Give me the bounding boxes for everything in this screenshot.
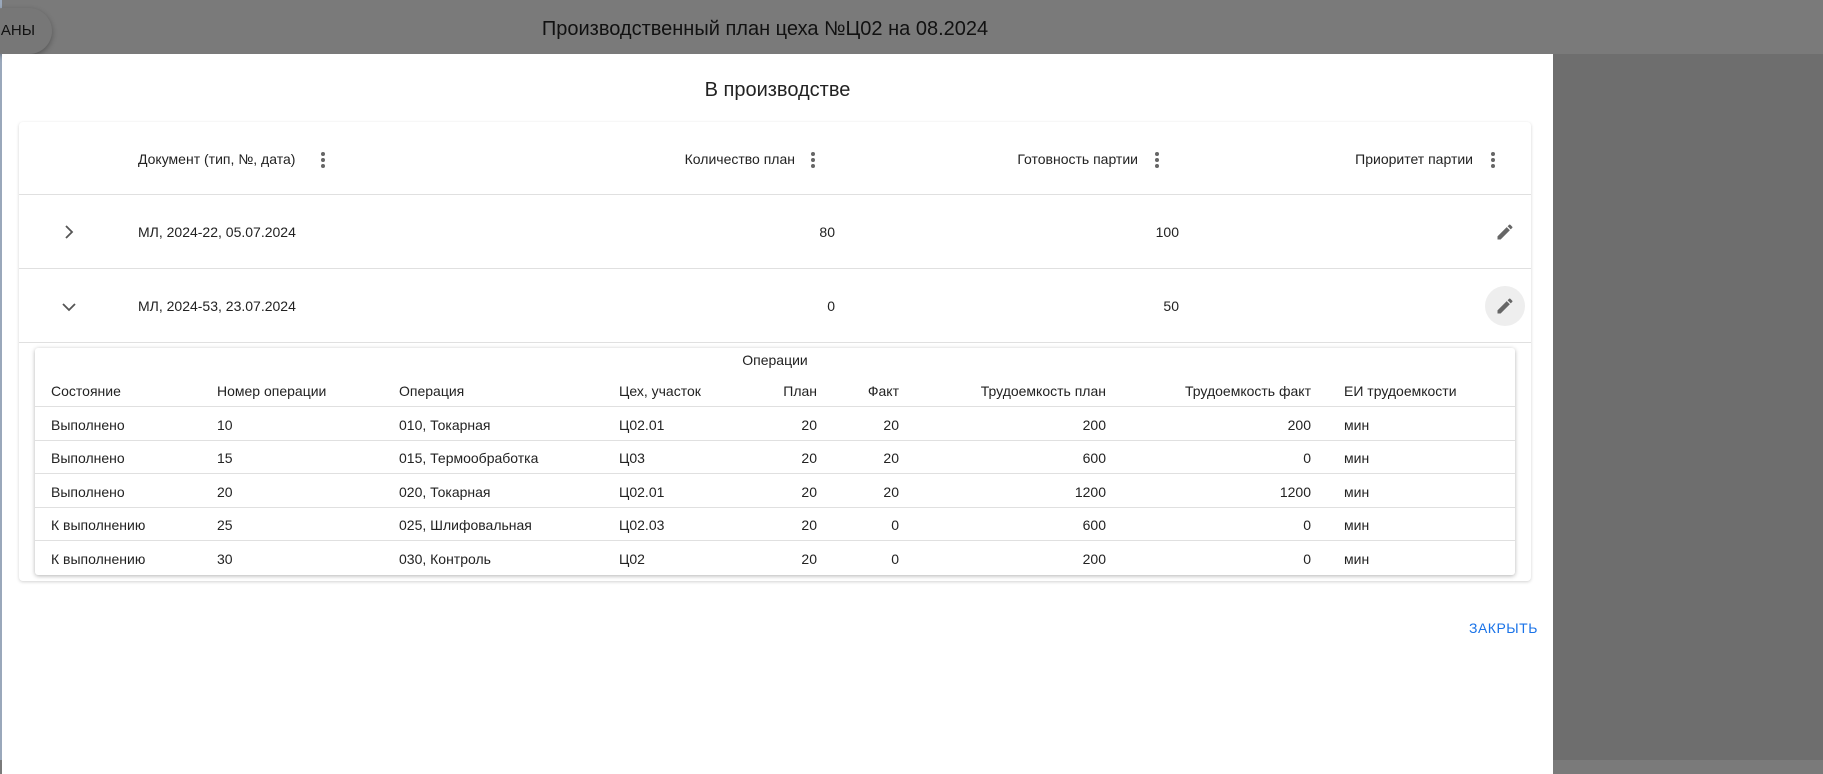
operations-cell: 200 [1082, 417, 1106, 433]
operations-cell: Ц02.01 [619, 417, 665, 433]
column-menu-icon[interactable] [811, 152, 815, 170]
operations-cell: мин [1344, 517, 1370, 534]
row-qty: 0 [827, 298, 835, 314]
operations-row: Выполнено 20 020, Токарная Ц02.01 20 20 1200 12… [35, 475, 1515, 508]
row-qty: 80 [819, 224, 835, 240]
operations-cell: 20 [801, 550, 817, 567]
operations-cell: 600 [1082, 450, 1106, 467]
operations-cell: 010, Токарная [399, 417, 491, 433]
operations-cell: 1200 [1074, 483, 1106, 500]
operations-cell: Ц02.01 [619, 483, 665, 500]
operations-cell: 20 [883, 417, 899, 433]
production-table: Документ (тип, №, дата) Количество план … [19, 122, 1531, 581]
row-ready: 50 [1163, 298, 1179, 314]
modal-backdrop [1553, 54, 1823, 760]
row-ready: 100 [1155, 224, 1179, 240]
window-edge [0, 0, 2, 760]
edit-button[interactable] [1485, 212, 1525, 252]
operations-cell: мин [1344, 550, 1370, 567]
column-menu-icon[interactable] [321, 152, 325, 170]
operations-row: К выполнению 25 025, Шлифовальная Ц02.03 20 0… [35, 508, 1515, 542]
row-document: МЛ, 2024-22, 05.07.2024 [138, 224, 296, 240]
operations-cell: 200 [1287, 417, 1311, 433]
table-header: Документ (тип, №, дата) Количество план … [19, 122, 1531, 195]
operations-cell: 25 [217, 517, 233, 534]
chevron-down-icon[interactable] [62, 301, 76, 313]
operations-cell: Выполнено [51, 450, 125, 467]
operations-cell: 20 [883, 450, 899, 467]
operations-cell: 10 [217, 417, 233, 433]
operations-cell: 030, Контроль [399, 550, 491, 567]
table-row: МЛ, 2024-22, 05.07.2024 80 100 [19, 195, 1531, 269]
header-priority[interactable]: Приоритет партии [1355, 151, 1473, 167]
operations-header-cell: ЕИ трудоемкости [1344, 383, 1457, 399]
operations-cell: 200 [1082, 550, 1106, 567]
operations-cell: 600 [1082, 517, 1106, 534]
operations-cell: 20 [883, 483, 899, 500]
operations-header-cell: Трудоемкость план [980, 383, 1106, 399]
operations-header-cell: Факт [867, 383, 899, 399]
background-page-title: Производственный план цеха №Ц02 на 08.20… [541, 18, 989, 40]
operations-header-cell: Состояние [51, 383, 121, 399]
operations-cell: 20 [801, 517, 817, 534]
header-readiness[interactable]: Готовность партии [1017, 151, 1138, 167]
operations-cell: Ц02 [619, 550, 645, 567]
operations-cell: мин [1344, 483, 1370, 500]
close-button[interactable]: ЗАКРЫТЬ [1469, 620, 1538, 636]
pencil-icon [1497, 298, 1513, 314]
operations-cell: 20 [801, 450, 817, 467]
operations-title: Операции [742, 352, 808, 368]
operations-header-cell: Операция [399, 383, 465, 399]
operations-cell: 20 [217, 483, 233, 500]
operations-header-row: Состояние Номер операции Операция Цех, учас… [35, 374, 1515, 407]
operations-cell: Ц02.03 [619, 517, 665, 534]
dialog-title: В производстве [704, 79, 851, 101]
operations-cell: 025, Шлифовальная [399, 517, 532, 534]
operations-cell: 0 [891, 550, 899, 567]
operations-header-cell: План [783, 383, 817, 399]
operations-cell: Выполнено [51, 417, 125, 433]
operations-cell: Выполнено [51, 483, 125, 500]
header-document[interactable]: Документ (тип, №, дата) [138, 151, 296, 167]
pencil-icon [1497, 224, 1513, 240]
operations-cell: 0 [1303, 450, 1311, 467]
operations-cell: 015, Термообработка [399, 450, 539, 467]
operations-row: Выполнено 15 015, Термообработка Ц03 20 20 600… [35, 441, 1515, 475]
operations-cell: К выполнению [51, 517, 146, 534]
operations-cell: мин [1344, 450, 1370, 467]
operations-cell: 20 [801, 417, 817, 433]
operations-cell: 30 [217, 550, 233, 567]
column-menu-icon[interactable] [1491, 152, 1495, 170]
operations-cell: мин [1344, 417, 1370, 433]
in-production-dialog: В производстве Документ (тип, №, дата) К… [2, 54, 1553, 774]
operations-cell: 0 [891, 517, 899, 534]
operations-cell: 1200 [1279, 483, 1311, 500]
operations-header-cell: Номер операции [217, 383, 327, 399]
operations-cell: 020, Токарная [399, 483, 491, 500]
row-document: МЛ, 2024-53, 23.07.2024 [138, 298, 296, 314]
operations-cell: 15 [217, 450, 233, 467]
chevron-right-icon[interactable] [63, 225, 75, 239]
column-menu-icon[interactable] [1155, 152, 1159, 170]
header-qty-plan[interactable]: Количество план [684, 151, 795, 167]
operations-row: К выполнению 30 030, Контроль Ц02 20 0 200 0 мин [35, 542, 1515, 575]
operations-subtable: Операции Состояние Номер операции Операция… [35, 348, 1515, 575]
operations-cell: 0 [1303, 550, 1311, 567]
table-row: МЛ, 2024-53, 23.07.2024 0 50 [19, 269, 1531, 343]
operations-header-cell: Цех, участок [619, 383, 701, 399]
operations-cell: 0 [1303, 517, 1311, 534]
operations-header-cell: Трудоемкость факт [1185, 383, 1311, 399]
edit-button[interactable] [1485, 286, 1525, 326]
operations-cell: К выполнению [51, 550, 146, 567]
background-plans-button: АНЫ [0, 8, 52, 54]
operations-row: Выполнено 10 010, Токарная Ц02.01 20 20 200 200… [35, 408, 1515, 441]
operations-cell: Ц03 [619, 450, 645, 467]
operations-cell: 20 [801, 483, 817, 500]
